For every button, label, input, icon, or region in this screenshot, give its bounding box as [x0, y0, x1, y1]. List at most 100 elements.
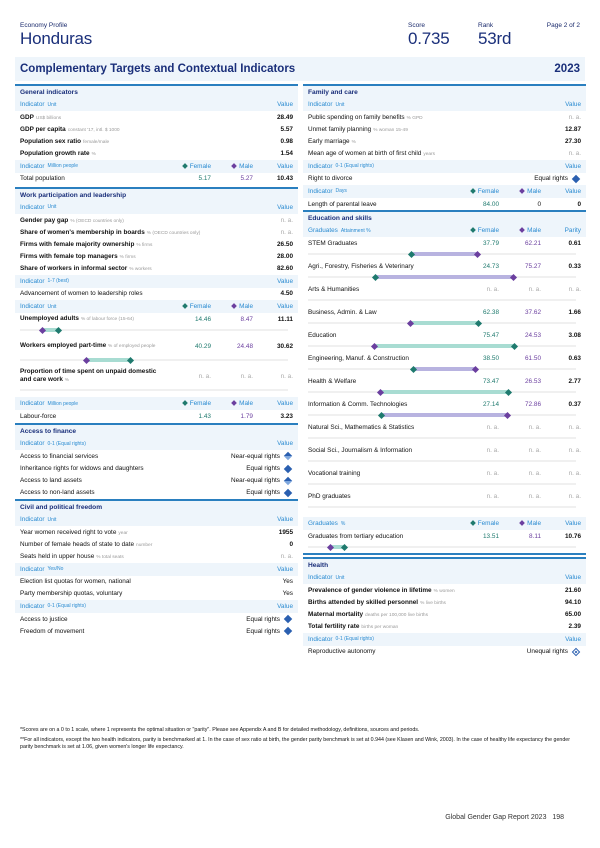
gender-gap-bar — [20, 326, 293, 334]
indicator-header: Indicator 1-7 (best) Value — [15, 274, 298, 288]
indicator-header: Indicator Unit Female Male Value — [15, 300, 298, 314]
left-column: General indicators Indicator Unit Value G… — [15, 84, 298, 637]
gender-gap-bar — [308, 296, 581, 304]
indicator-header: Indicator Unit Value — [15, 98, 298, 111]
male-marker-icon — [510, 273, 518, 281]
table-row: Unmet family planning% woman 15-49 12.87 — [308, 125, 581, 133]
female-marker-icon — [341, 543, 349, 551]
male-diamond-icon — [231, 303, 237, 309]
gender-gap-bar — [308, 411, 581, 419]
female-diamond-icon — [469, 227, 476, 233]
table-row: Party membership quotas, voluntary Yes — [20, 590, 293, 598]
equal-rights-icon — [283, 488, 293, 498]
table-row: Maternal mortality deaths per 100,000 liv… — [308, 611, 581, 619]
section-heading: Health — [303, 559, 586, 572]
indicator-header: Indicator 0-1 (Equal rights) Value — [15, 599, 298, 613]
male-marker-icon — [474, 250, 482, 258]
value-label: Value — [277, 101, 293, 108]
indicator-header: Indicator Million people Female Male Valu… — [15, 159, 298, 173]
education-row-stem: STEM Graduates 37.79 62.21 0.61 — [303, 237, 586, 258]
table-row: Total fertility rate births per woman 2.39 — [308, 623, 581, 631]
table-row: Freedom of movement Equal rights — [15, 625, 298, 637]
right-column: Family and care Indicator Unit Value Publi… — [303, 84, 586, 658]
education-row-business: Business, Admin. & Law 62.38 37.62 1.66 — [303, 306, 586, 327]
education-row-natural-sci: Natural Sci., Mathematics & Statistics n.… — [303, 421, 586, 442]
table-row: Labour-force 1.43 1.79 3.23 — [20, 412, 293, 420]
table-row: Reproductive autonomy Unequal rights — [303, 646, 586, 658]
education-row-ict: Information & Comm. Technologies 27.14 72.… — [303, 398, 586, 419]
female-diamond-icon — [469, 520, 476, 526]
female-diamond-icon — [181, 400, 188, 406]
table-row: Firms with female top managers% firms 28.… — [20, 253, 293, 261]
education-row-vocational: Vocational training n. a. n. a. n. a. — [303, 467, 586, 488]
page-title: Complementary Targets and Contextual Ind… — [20, 63, 296, 75]
indicator-header: Indicator 0-1 (Equal rights) Value — [303, 159, 586, 173]
indicator-header: Indicator Yes/No Value — [15, 562, 298, 576]
section-title-bar: Complementary Targets and Contextual Ind… — [15, 57, 585, 81]
page-indicator: Page 2 of 2 — [546, 22, 580, 29]
gender-gap-bar — [308, 342, 581, 350]
gender-gap-bar — [20, 386, 293, 394]
unit-label: Unit — [47, 101, 57, 108]
table-row: Seats held in upper house% total seats n.… — [20, 552, 293, 560]
female-marker-icon — [505, 388, 513, 396]
indicator-header: Graduates Attainment % Female Male Parity — [303, 224, 586, 238]
gender-gap-bar — [308, 480, 581, 488]
table-row: Share of women's membership in boards% (… — [20, 228, 293, 236]
education-row-health: Health & Welfare 73.47 26.53 2.77 — [303, 375, 586, 396]
female-diamond-icon — [181, 162, 188, 169]
section-heading: Education and skills — [303, 212, 586, 225]
indicator-header: Indicator Unit Value — [15, 513, 298, 526]
male-diamond-icon — [519, 520, 525, 526]
male-diamond-icon — [519, 227, 525, 233]
equal-rights-icon — [283, 626, 293, 636]
report-name: Global Gender Gap Report 2023 — [445, 814, 547, 821]
indicator-header: Indicator Unit Value — [303, 571, 586, 585]
education-row-agri: Agri., Forestry, Fisheries & Veterinary 2… — [303, 260, 586, 281]
gender-bar-row: Proportion of time spent on unpaid domes… — [15, 366, 298, 394]
table-row: Number of female heads of state to date n… — [20, 540, 293, 548]
economy-profile-label: Economy Profile — [20, 22, 68, 29]
gender-gap-bar — [308, 250, 581, 258]
education-row-tertiary: Graduates from tertiary education 13.51 8.… — [303, 530, 586, 556]
equal-rights-icon — [571, 174, 581, 184]
report-year: 2023 — [554, 63, 580, 75]
gender-gap-bar — [308, 388, 581, 396]
equal-rights-icon — [283, 464, 293, 473]
footnote-scores: *Scores are on a 0 to 1 scale, where 1 r… — [20, 727, 420, 733]
indicator-header: Indicator Million people Female Male Valu… — [15, 397, 298, 411]
country-block: Economy Profile Honduras — [20, 22, 92, 49]
family-care-section: Family and care Indicator Unit Value Publi… — [303, 84, 586, 210]
footnotes: *Scores are on a 0 to 1 scale, where 1 r… — [20, 727, 580, 754]
table-row: Access to non-land assets Equal rights — [15, 487, 298, 499]
table-row: Early marriage% 27.30 — [308, 137, 581, 145]
score-label: Score — [408, 22, 425, 29]
indicator-header: Indicator Days Female Male Value — [303, 184, 586, 198]
table-row: Prevalence of gender violence in lifetim… — [308, 586, 581, 594]
female-diamond-icon — [469, 188, 476, 194]
female-marker-icon — [55, 326, 63, 334]
equal-rights-icon — [283, 614, 293, 624]
section-heading: Family and care — [303, 86, 586, 98]
access-to-finance-section: Access to finance Indicator 0-1 (Equal ri… — [15, 423, 298, 499]
indicator-header: Indicator 0-1 (Equal rights) Value — [303, 632, 586, 646]
gender-gap-bar — [308, 503, 581, 511]
education-row-education: Education 75.47 24.53 3.08 — [303, 329, 586, 350]
male-diamond-icon — [231, 400, 237, 406]
page-header: Economy Profile Honduras Score 0.735 Ran… — [20, 22, 580, 62]
work-participation-section: Work participation and leadership Indica… — [15, 186, 298, 422]
table-row: Births attended by skilled personnel% li… — [308, 598, 581, 606]
rank-block: Rank 53rd — [478, 22, 511, 49]
table-row: Public spending on family benefits% GPD n… — [308, 113, 581, 121]
gender-gap-bar — [308, 543, 581, 551]
table-row: Population growth rate% 1.54 — [20, 150, 293, 158]
indicator-header: Indicator Unit Value — [303, 98, 586, 111]
table-row: Access to justice Equal rights — [15, 613, 298, 625]
footnote-parity: **For all indicators, except the two hea… — [20, 737, 571, 750]
indicator-header: Indicator 0-1 (Equal rights) Value — [15, 437, 298, 451]
civil-political-freedom-section: Civil and political freedom Indicator Uni… — [15, 499, 298, 637]
table-row: Population sex ratio female/male 0.98 — [20, 137, 293, 145]
gender-bar-row: Unemployed adults% of labour force (15-6… — [15, 313, 298, 334]
table-row: Access to financial services Near-equal r… — [15, 450, 298, 462]
section-heading: Work participation and leadership — [15, 188, 298, 201]
